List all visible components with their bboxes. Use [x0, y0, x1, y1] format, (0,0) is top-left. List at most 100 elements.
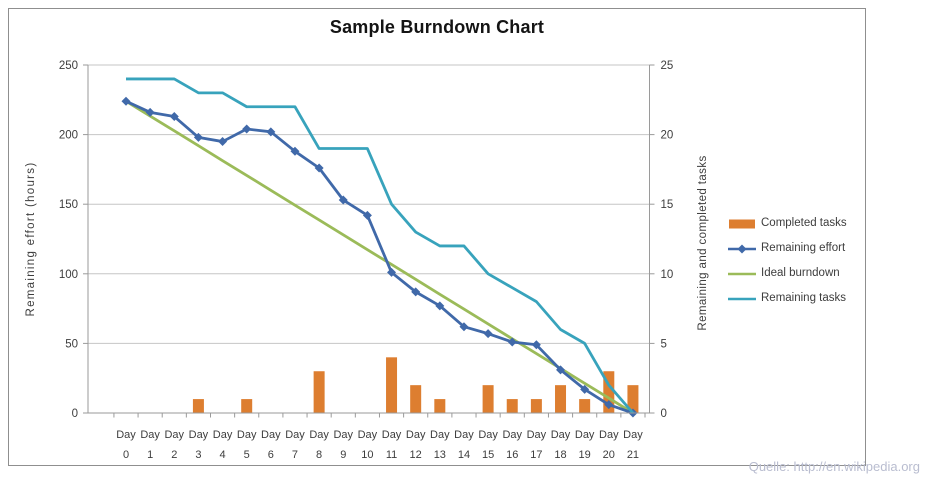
legend-swatch-icon [728, 244, 756, 253]
right-axis-title: Remaining and completed tasks [697, 155, 709, 331]
legend-swatch-line-diamond [728, 242, 756, 254]
x-category-label-number: 5 [244, 449, 250, 461]
right-axis-tick-label: 15 [661, 199, 674, 211]
marker-remaining-effort [507, 337, 517, 347]
bar-completed-tasks [241, 399, 253, 413]
left-axis-title: Remaining effort (hours) [25, 161, 37, 317]
x-category-label-prefix: Day [285, 429, 305, 441]
marker-remaining-effort [314, 163, 324, 173]
x-category-label-number: 8 [316, 449, 322, 461]
x-category-label-number: 3 [195, 449, 201, 461]
x-category-label-number: 17 [530, 449, 542, 461]
bar-completed-tasks [579, 399, 591, 413]
x-category-label-number: 11 [386, 449, 397, 461]
x-category-label-prefix: Day [623, 429, 643, 441]
right-axis-tick-label: 5 [661, 338, 667, 350]
bar-completed-tasks [482, 385, 494, 413]
bar-completed-tasks [313, 371, 325, 413]
right-axis-tick-label: 20 [661, 130, 674, 142]
x-category-label-prefix: Day [551, 429, 571, 441]
x-category-label-prefix: Day [309, 429, 329, 441]
legend-label: Remaining tasks [761, 291, 847, 304]
legend-swatch-icon [729, 219, 755, 228]
legend-item-remaining-effort: Remaining effort [728, 235, 847, 260]
x-category-label-number: 12 [410, 449, 422, 461]
x-category-label-number: 21 [627, 449, 639, 461]
x-category-label-number: 6 [268, 449, 274, 461]
marker-remaining-effort [531, 340, 541, 350]
marker-remaining-effort [387, 267, 397, 277]
x-category-label-prefix: Day [140, 429, 160, 441]
x-category-label-prefix: Day [478, 429, 498, 441]
x-category-label-number: 9 [340, 449, 346, 461]
marker-remaining-effort [121, 96, 131, 106]
legend-swatch-icon [728, 297, 756, 300]
marker-remaining-effort [459, 322, 469, 332]
x-category-label-prefix: Day [164, 429, 184, 441]
x-category-label-prefix: Day [358, 429, 378, 441]
bar-completed-tasks [555, 385, 567, 413]
x-category-label-prefix: Day [213, 429, 233, 441]
x-category-label-prefix: Day [575, 429, 595, 441]
x-category-label-number: 16 [506, 449, 518, 461]
source-note: Quelle: http://en.wikipedia.org [748, 459, 920, 474]
bar-completed-tasks [386, 357, 398, 413]
marker-remaining-effort [338, 195, 348, 205]
marker-remaining-effort [218, 137, 228, 147]
marker-remaining-effort [242, 124, 252, 134]
left-axis-tick-label: 100 [59, 269, 78, 281]
left-axis-tick-label: 150 [59, 199, 78, 211]
bar-completed-tasks [192, 399, 204, 413]
marker-remaining-effort [266, 127, 276, 137]
bar-completed-tasks [410, 385, 422, 413]
marker-remaining-effort [556, 365, 566, 375]
left-axis-tick-label: 250 [59, 60, 78, 72]
right-axis-tick-label: 10 [661, 269, 674, 281]
x-category-label-prefix: Day [599, 429, 619, 441]
marker-remaining-effort [580, 384, 590, 394]
x-category-label-prefix: Day [430, 429, 450, 441]
legend-item-ideal-burndown: Ideal burndown [728, 260, 847, 285]
bar-completed-tasks [530, 399, 542, 413]
legend-swatch-line-teal [728, 292, 756, 304]
x-category-label-number: 13 [434, 449, 446, 461]
chart-figure-border [8, 8, 866, 466]
chart-title: Sample Burndown Chart [329, 17, 545, 37]
legend-item-remaining-tasks: Remaining tasks [728, 285, 847, 310]
legend-label: Ideal burndown [761, 266, 840, 279]
marker-remaining-effort [362, 210, 372, 220]
legend-label: Remaining effort [761, 241, 846, 254]
bar-completed-tasks [603, 371, 615, 413]
x-category-label-prefix: Day [116, 429, 136, 441]
right-axis-tick-label: 25 [661, 60, 674, 72]
x-category-label-number: 1 [147, 449, 153, 461]
x-category-label-prefix: Day [237, 429, 257, 441]
x-category-label-prefix: Day [189, 429, 209, 441]
legend-swatch-line-green [728, 267, 756, 279]
x-category-label-number: 20 [603, 449, 615, 461]
left-axis-tick-label: 0 [72, 408, 78, 420]
marker-remaining-effort [290, 146, 300, 156]
bar-completed-tasks [627, 385, 639, 413]
x-category-label-prefix: Day [261, 429, 281, 441]
x-category-label-number: 4 [219, 449, 225, 461]
x-category-label-number: 2 [171, 449, 177, 461]
marker-remaining-effort [435, 301, 445, 311]
x-category-label-prefix: Day [406, 429, 426, 441]
legend-item-completed-tasks: Completed tasks [728, 210, 847, 235]
x-category-label-prefix: Day [527, 429, 547, 441]
left-axis-tick-label: 50 [65, 338, 78, 350]
legend-label: Completed tasks [761, 216, 847, 229]
x-category-label-number: 18 [554, 449, 566, 461]
left-axis-tick-label: 200 [59, 130, 78, 142]
marker-remaining-effort [193, 132, 203, 142]
marker-remaining-effort [483, 329, 493, 339]
marker-remaining-effort [604, 400, 614, 410]
legend: Completed tasks Remaining effort Ideal b… [728, 210, 847, 310]
line-ideal-burndown [125, 100, 634, 415]
marker-remaining-effort [145, 107, 155, 117]
x-category-label-prefix: Day [502, 429, 522, 441]
x-category-label-number: 10 [361, 449, 373, 461]
x-category-label-number: 7 [292, 449, 298, 461]
x-category-label-number: 0 [123, 449, 129, 461]
